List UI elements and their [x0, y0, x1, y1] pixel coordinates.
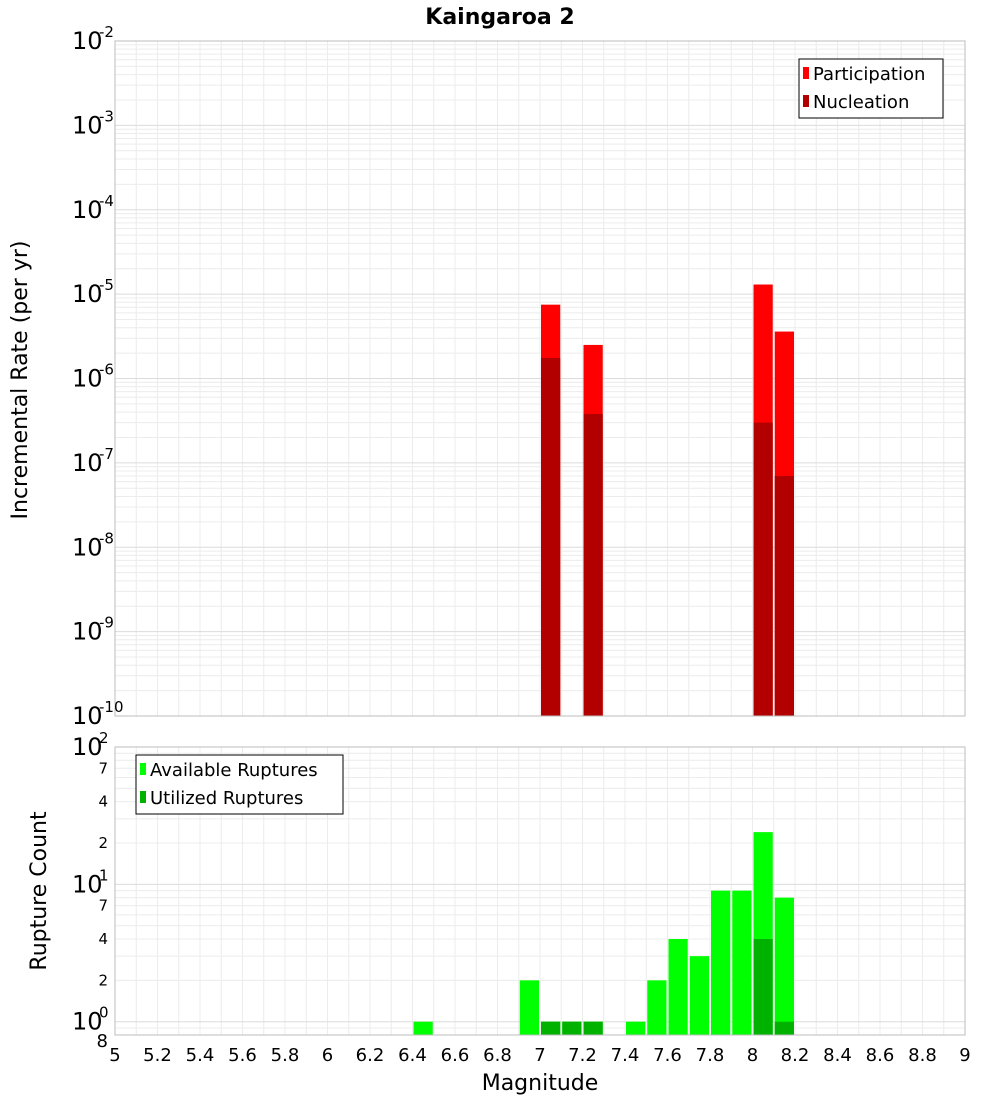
top-y-tick-exponent: -9 [99, 614, 114, 632]
x-tick-label: 5 [109, 1045, 120, 1066]
bottom-bar-available-ruptures [711, 890, 731, 1035]
x-tick-label: 7.6 [653, 1045, 682, 1066]
top-bars [541, 284, 794, 716]
top-y-tick-exponent: -7 [99, 445, 114, 463]
legend-label-available: Available Ruptures [150, 760, 318, 781]
bottom-bars [413, 832, 794, 1035]
top-bar-nucleation [774, 475, 794, 716]
x-tick-label: 7.4 [611, 1045, 640, 1066]
legend-swatch-available [140, 763, 146, 775]
top-y-tick-label: 10 [72, 618, 103, 646]
bottom-y-tick-label: 10 [72, 870, 103, 898]
x-tick-label: 7.2 [568, 1045, 597, 1066]
x-tick-label: 5.8 [271, 1045, 300, 1066]
top-y-tick-label: 10 [72, 702, 103, 730]
bottom-bar-available-ruptures [519, 980, 539, 1035]
x-tick-label: 7 [534, 1045, 545, 1066]
bottom-bar-available-ruptures [668, 939, 688, 1035]
x-tick-label: 9 [959, 1045, 970, 1066]
legend-swatch-nucleation [803, 95, 809, 107]
top-y-tick-exponent: -10 [99, 698, 124, 716]
x-tick-label: 8.2 [781, 1045, 810, 1066]
top-y-tick-label: 10 [72, 365, 103, 393]
x-tick-label: 6.6 [441, 1045, 470, 1066]
bottom-bar-available-ruptures [689, 956, 709, 1035]
top-y-tick-label: 10 [72, 196, 103, 224]
bottom-y-minor-tick-label: 7 [98, 759, 108, 777]
x-tick-label: 7.8 [696, 1045, 725, 1066]
bottom-bar-available-ruptures [774, 897, 794, 1035]
bottom-bar-utilized-ruptures [562, 1021, 582, 1035]
x-tick-label: 6 [322, 1045, 333, 1066]
bottom-y-minor-tick-label: 7 [98, 897, 108, 915]
top-y-tick-label: 10 [72, 449, 103, 477]
bottom-bar-utilized-ruptures [774, 1021, 794, 1035]
bottom-bar-available-ruptures [647, 980, 667, 1035]
bottom-y-tick-label: 10 [72, 1008, 103, 1036]
top-grid [114, 41, 966, 717]
chart-title: Kaingaroa 2 [425, 5, 574, 30]
top-y-tick-label: 10 [72, 111, 103, 139]
x-tick-label: 8.8 [908, 1045, 937, 1066]
legend-swatch-participation [803, 67, 809, 79]
top-y-tick-exponent: -8 [99, 529, 114, 547]
top-legend: Participation Nucleation [798, 58, 944, 119]
top-y-tick-exponent: -2 [99, 23, 114, 41]
bottom-y-tick-exponent: 1 [99, 866, 109, 884]
top-bar-nucleation [541, 357, 561, 716]
legend-swatch-utilized [140, 791, 146, 803]
top-plot-border [114, 40, 966, 717]
bottom-bar-utilized-ruptures [583, 1021, 603, 1035]
bottom-y-axis-label: Rupture Count [27, 811, 52, 971]
top-y-tick-exponent: -4 [99, 192, 114, 210]
bottom-bar-available-ruptures [626, 1021, 646, 1035]
top-y-tick-exponent: -3 [99, 107, 114, 125]
legend-label-utilized: Utilized Ruptures [150, 788, 303, 809]
x-tick-label: 8.6 [866, 1045, 895, 1066]
bottom-legend: Available Ruptures Utilized Ruptures [135, 754, 344, 815]
top-y-tick-label: 10 [72, 533, 103, 561]
bottom-y-minor-tick-label: 2 [98, 834, 108, 852]
x-ticks: 5 5.2 5.4 5.6 5.8 6 6.2 6.4 6.6 6.8 7 7.2 7.4 7.6 7.8 8… [109, 1045, 970, 1066]
bottom-y-minor-tick-label: 2 [98, 971, 108, 989]
top-y-tick-label: 10 [72, 280, 103, 308]
bottom-bar-available-ruptures [732, 890, 752, 1035]
x-tick-label: 8.4 [823, 1045, 852, 1066]
x-tick-label: 6.2 [356, 1045, 385, 1066]
x-tick-label: 6.8 [483, 1045, 512, 1066]
x-tick-label: 5.2 [143, 1045, 172, 1066]
bottom-bar-utilized-ruptures [541, 1021, 561, 1035]
x-tick-label: 5.4 [186, 1045, 215, 1066]
bottom-plot-border [114, 746, 966, 1036]
x-tick-label: 8 [747, 1045, 758, 1066]
top-plot: 10-210-310-410-510-610-710-810-910-10 In… [8, 23, 966, 730]
bottom-legend-box [135, 754, 344, 815]
bottom-bar-utilized-ruptures [753, 939, 773, 1035]
bottom-y-tick-label: 10 [72, 733, 103, 761]
bottom-y-tick-exponent: 2 [99, 729, 109, 747]
top-y-ticks: 10-210-310-410-510-610-710-810-910-10 [72, 23, 124, 730]
top-y-tick-exponent: -6 [99, 361, 114, 379]
top-bar-nucleation [583, 413, 603, 716]
top-y-tick-exponent: -5 [99, 276, 114, 294]
x-tick-label: 6.4 [398, 1045, 427, 1066]
top-y-axis-label: Incremental Rate (per yr) [8, 241, 33, 520]
top-legend-box [798, 58, 944, 119]
bottom-bar-available-ruptures [413, 1021, 433, 1035]
bottom-y-minor-tick-label: 4 [98, 793, 108, 811]
top-y-tick-label: 10 [72, 27, 103, 55]
legend-label-participation: Participation [813, 64, 925, 85]
legend-label-nucleation: Nucleation [813, 92, 909, 113]
x-axis-label: Magnitude [482, 1071, 599, 1096]
bottom-y-minor-tick-label: 4 [98, 930, 108, 948]
bottom-y-tick-exponent: 0 [99, 1004, 109, 1022]
x-tick-label: 5.6 [228, 1045, 257, 1066]
top-bar-nucleation [753, 422, 773, 716]
bottom-y-minor-tick-label: 8 [97, 1031, 108, 1052]
